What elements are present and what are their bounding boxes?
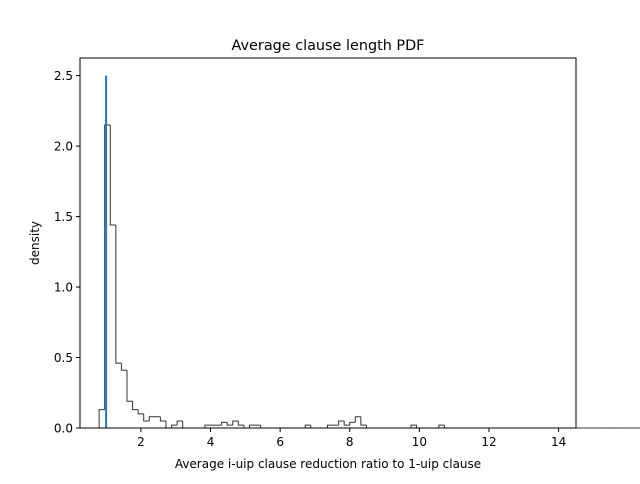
x-tick-label: 2	[137, 435, 145, 449]
y-axis-ticks: 0.0 0.5 1.0 1.5 2.0 2.5	[54, 69, 80, 436]
x-tick-label: 4	[207, 435, 215, 449]
histogram-bin	[360, 416, 367, 426]
y-tick-label: 0.0	[54, 422, 73, 436]
histogram-bin	[204, 424, 211, 428]
histogram-bin	[109, 124, 116, 226]
x-tick-label: 10	[412, 435, 427, 449]
histogram-bin	[226, 422, 233, 426]
histogram-bin	[338, 420, 345, 426]
plot-frame	[79, 57, 577, 429]
histogram-bin	[249, 424, 256, 428]
x-axis-ticks: 2 4 6 8 10 12 14	[137, 428, 566, 449]
y-tick-label: 0.5	[54, 351, 73, 365]
y-tick-label: 1.5	[54, 210, 73, 224]
y-axis-label: density	[28, 221, 42, 265]
plot-area	[80, 58, 576, 428]
histogram-bin	[304, 424, 311, 428]
histogram-bin	[98, 409, 105, 428]
histogram-bin	[120, 363, 127, 371]
histogram-bin	[159, 416, 166, 422]
histogram-bin	[132, 401, 139, 411]
y-tick-label: 2.0	[54, 140, 73, 154]
histogram-bin	[115, 225, 122, 364]
histogram-bin	[349, 421, 356, 426]
histogram-bin	[104, 124, 111, 410]
x-tick-label: 12	[481, 435, 496, 449]
histogram-bin	[438, 424, 445, 428]
x-tick-label: 14	[551, 435, 566, 449]
histogram-bin	[354, 416, 361, 423]
y-tick-label: 1.0	[54, 281, 73, 295]
chart-title: Average clause length PDF	[232, 38, 425, 54]
y-tick-label: 2.5	[54, 69, 73, 83]
histogram-bin	[326, 424, 334, 428]
histogram-bin	[237, 420, 244, 426]
x-tick-label: 8	[346, 435, 354, 449]
histogram-bin	[137, 409, 144, 415]
histogram-bin	[410, 424, 417, 428]
histogram-bin	[176, 420, 183, 426]
histogram-bin	[148, 416, 155, 421]
x-tick-label: 6	[276, 435, 284, 449]
histogram-bin	[143, 413, 150, 422]
histogram-bin	[221, 421, 228, 426]
histogram-bin	[171, 424, 178, 428]
histogram-bin	[343, 420, 350, 426]
x-axis-label: Average i-uip clause reduction ratio to …	[175, 457, 481, 471]
histogram-bin	[232, 420, 239, 426]
histogram-bin	[126, 370, 133, 402]
